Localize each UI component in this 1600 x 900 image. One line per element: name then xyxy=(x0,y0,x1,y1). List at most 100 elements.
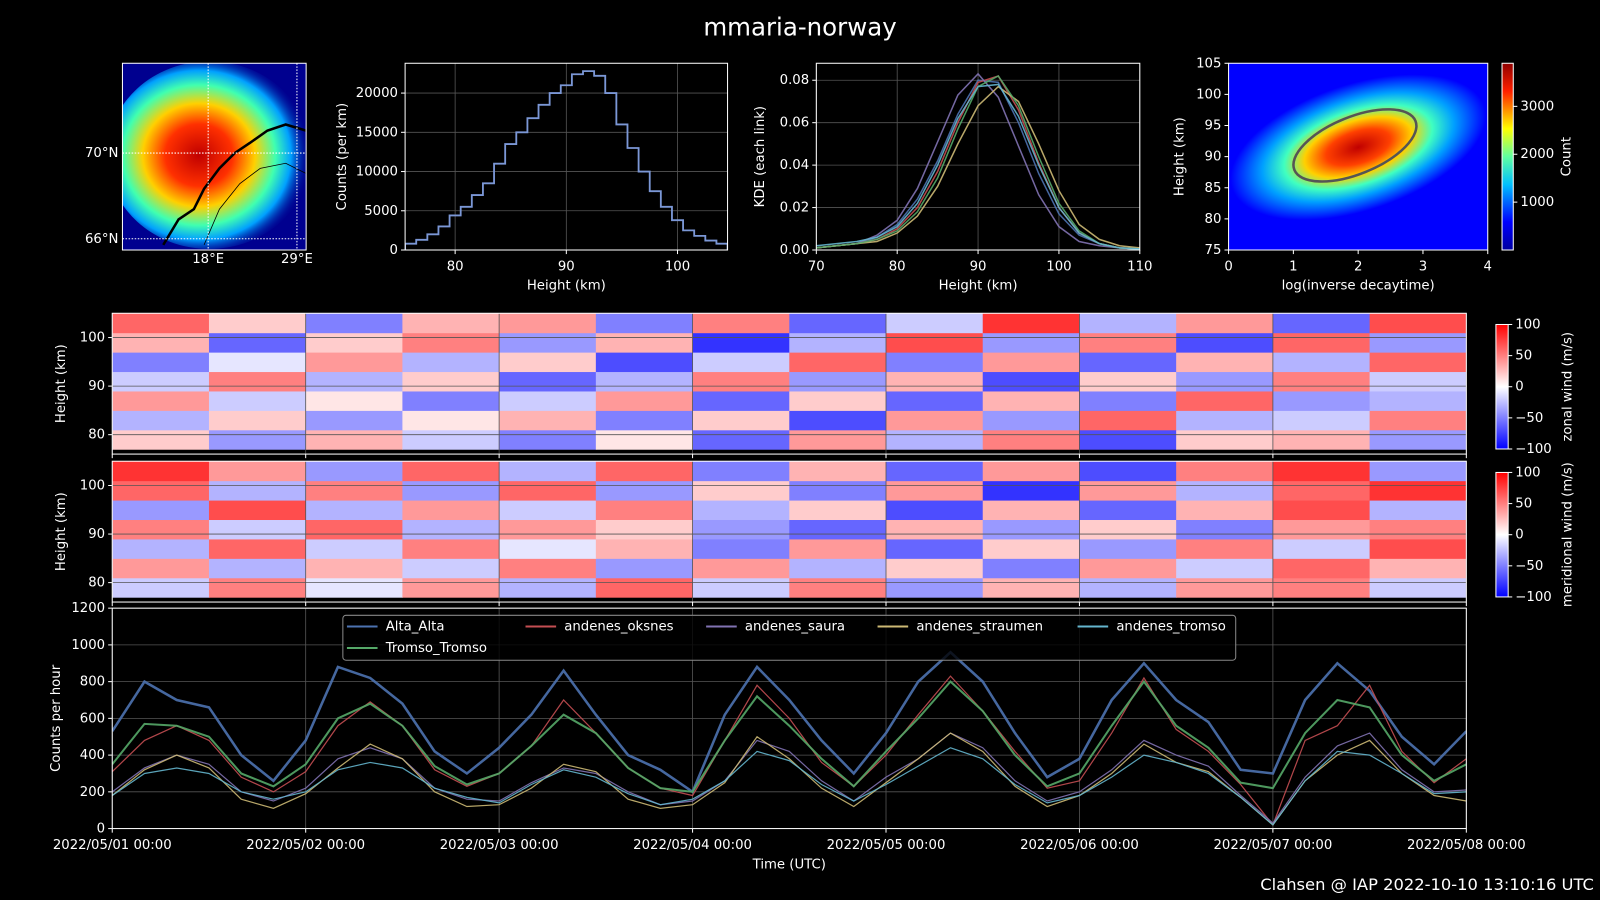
heatmap-cell xyxy=(1176,410,1274,431)
heatmap-cell xyxy=(1079,410,1177,431)
heatmap-cell xyxy=(595,538,694,559)
axes-frame xyxy=(121,62,307,251)
y-axis-label: Height (km) xyxy=(54,492,69,571)
heatmap-cell xyxy=(1272,558,1371,579)
map-density xyxy=(122,63,307,249)
heatmap-cell xyxy=(595,500,694,521)
heatmap-cell xyxy=(499,371,597,392)
heatmap-cell xyxy=(1176,480,1274,501)
y-tick-label: 75 xyxy=(1205,243,1222,258)
x-tick-label: 3 xyxy=(1419,259,1427,274)
heatmap-cell xyxy=(1176,461,1274,482)
y-tick-label: 100 xyxy=(1196,87,1221,102)
series-line xyxy=(816,85,1140,249)
heatmap-cell xyxy=(1272,313,1371,334)
heatmap-cell xyxy=(1176,558,1274,579)
heatmap-cell xyxy=(305,461,403,482)
heatmap-cell xyxy=(499,313,597,334)
heatmap-cell xyxy=(1369,461,1467,482)
y-axis-label: Counts per hour xyxy=(49,664,64,772)
cells xyxy=(112,461,1467,598)
heatmap-cell xyxy=(1176,429,1274,450)
heatmap-cell xyxy=(886,390,984,411)
heatmap-cell xyxy=(789,461,887,482)
heatmap-cell xyxy=(1079,461,1177,482)
heatmap-cell xyxy=(1079,500,1177,521)
x-axis-label: Time (UTC) xyxy=(752,857,826,872)
heatmap-cell xyxy=(1176,500,1274,521)
y-tick-label: 0.06 xyxy=(780,116,810,131)
heatmap-cell xyxy=(112,313,210,334)
lines xyxy=(816,72,1140,250)
heatmap-cell xyxy=(1369,313,1467,334)
heatmap-cell xyxy=(112,429,210,450)
heatmap-cell xyxy=(499,410,597,431)
colorbar-tick-label: 2000 xyxy=(1520,147,1554,162)
heatmap-cell xyxy=(305,429,403,450)
heatmap-cell xyxy=(1369,558,1467,579)
heatmap-cell xyxy=(1079,371,1177,392)
heatmap-cell xyxy=(112,519,210,540)
colorbar-tick-label: 1000 xyxy=(1520,195,1554,210)
heatmap-cell xyxy=(595,461,694,482)
heatmap-cell xyxy=(1272,538,1371,559)
heatmap-cell xyxy=(1369,538,1467,559)
x-tick-label: 80 xyxy=(447,259,464,274)
colorbar-tick-label: 50 xyxy=(1515,349,1532,364)
x-tick-label: 2022/05/06 00:00 xyxy=(1020,838,1139,853)
y-axis-label: Counts (per km) xyxy=(335,103,350,211)
heatmap-cell xyxy=(1176,390,1274,411)
y-tick-label: 80 xyxy=(1205,212,1222,227)
heatmap-cell xyxy=(1079,332,1177,353)
x-axis-label: Height (km) xyxy=(527,279,606,294)
y-tick-label: 80 xyxy=(88,428,105,443)
heatmap-cell xyxy=(886,461,984,482)
heatmap-cell xyxy=(305,519,403,540)
axes-frame xyxy=(815,62,1141,251)
histogram-outline xyxy=(405,70,728,250)
heatmap-cell xyxy=(499,480,597,501)
heatmap-cell xyxy=(982,461,1080,482)
y-tick-label: 1000 xyxy=(71,638,105,653)
cells xyxy=(112,313,1467,450)
x-axis-label: log(inverse decaytime) xyxy=(1282,279,1435,294)
heatmap-cell xyxy=(499,519,597,540)
heatmap-cell xyxy=(208,332,307,353)
colorbar-tick-label: 100 xyxy=(1515,317,1540,332)
x-tick-label: 4 xyxy=(1484,259,1492,274)
heatmap-cell xyxy=(402,371,500,392)
heatmap-cell xyxy=(208,558,307,579)
heatmap-cell xyxy=(982,371,1080,392)
heatmap-cell xyxy=(402,577,500,598)
y-tick-label: 1200 xyxy=(71,601,105,616)
y-tick-label: 600 xyxy=(80,711,105,726)
heatmap-cell xyxy=(692,538,790,559)
bars xyxy=(405,70,728,250)
heatmap-cell xyxy=(1369,371,1467,392)
lon-label: 18°E xyxy=(192,252,224,267)
heatmap-cell xyxy=(1079,558,1177,579)
y-tick-label: 100 xyxy=(80,331,105,346)
heatmap-cell xyxy=(1272,519,1371,540)
colorbar xyxy=(1495,471,1509,598)
y-tick-label: 15000 xyxy=(356,125,398,140)
y-tick-label: 0.02 xyxy=(780,201,810,216)
heatmap-cell xyxy=(499,500,597,521)
heatmap-cell xyxy=(886,410,984,431)
legend-label: andenes_straumen xyxy=(916,620,1043,635)
heatmap-cell xyxy=(112,461,210,482)
lon-label: 29°E xyxy=(281,252,313,267)
heatmap-cell xyxy=(305,313,403,334)
heatmap-cell xyxy=(789,371,887,392)
heatmap-cell xyxy=(595,577,694,598)
y-tick-label: 400 xyxy=(80,748,105,763)
heatmap-cell xyxy=(1369,500,1467,521)
colorbar xyxy=(1501,62,1514,251)
heatmap-cell xyxy=(1176,371,1274,392)
axes-frame xyxy=(1228,62,1489,251)
colorbar-tick-label: −50 xyxy=(1515,411,1543,426)
axes-frame xyxy=(111,607,1467,830)
x-tick-label: 90 xyxy=(558,259,575,274)
y-tick-label: 90 xyxy=(1205,150,1222,165)
y-tick-label: 10000 xyxy=(356,165,398,180)
